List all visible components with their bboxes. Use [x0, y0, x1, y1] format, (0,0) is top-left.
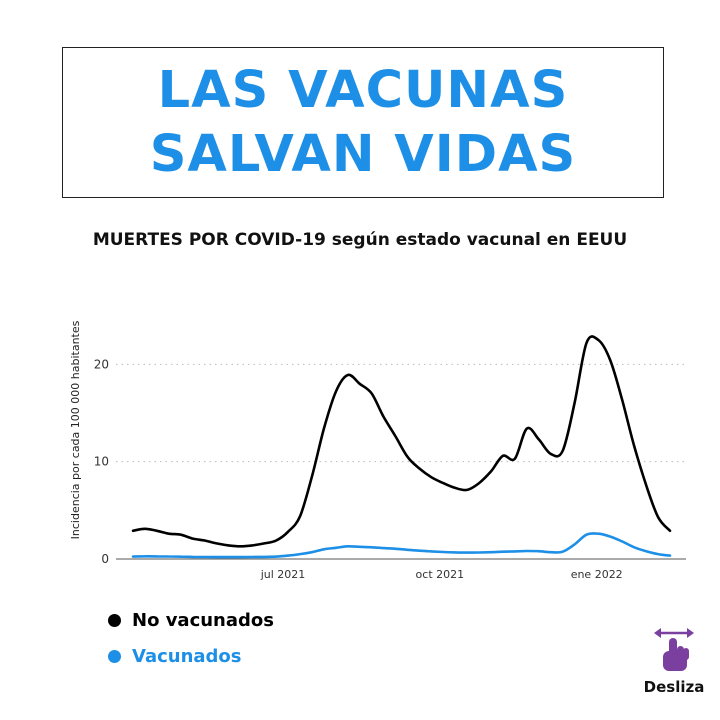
- series-line-vaccinated: [131, 532, 672, 559]
- chart-title: MUERTES POR COVID-19 según estado vacuna…: [92, 230, 628, 250]
- headline-banner: LAS VACUNAS SALVAN VIDAS: [62, 47, 664, 198]
- y-tick-label: 10: [94, 455, 109, 469]
- legend-item-unvaccinated: No vacunados: [108, 602, 274, 638]
- x-tick-label: ene 2022: [571, 568, 623, 581]
- axes: 0 10 20 jul 2021 oct 2021 ene 2022: [94, 357, 686, 581]
- swipe-hint[interactable]: Desliza: [632, 626, 716, 696]
- legend-marker-vaccinated: [108, 649, 121, 663]
- legend-marker-unvaccinated: [108, 613, 121, 627]
- y-tick-label: 0: [101, 552, 109, 566]
- y-axis-label: Incidencia por cada 100 000 habitantes: [69, 320, 82, 539]
- legend-item-vaccinated: Vacunados: [108, 638, 274, 674]
- headline-line-1: LAS VACUNAS: [157, 60, 569, 120]
- series-lines: [131, 335, 672, 559]
- x-tick-label: jul 2021: [260, 568, 306, 581]
- swipe-label: Desliza: [643, 678, 705, 696]
- legend: No vacunados Vacunados: [108, 602, 274, 674]
- series-line-unvaccinated: [131, 335, 672, 548]
- y-tick-label: 20: [94, 357, 109, 371]
- headline-line-2: SALVAN VIDAS: [149, 124, 577, 184]
- grid-lines: [116, 363, 686, 463]
- x-tick-label: oct 2021: [416, 568, 465, 581]
- swipe-hand-icon: [654, 628, 694, 671]
- legend-label-unvaccinated: No vacunados: [132, 609, 274, 631]
- legend-label-vaccinated: Vacunados: [132, 645, 242, 667]
